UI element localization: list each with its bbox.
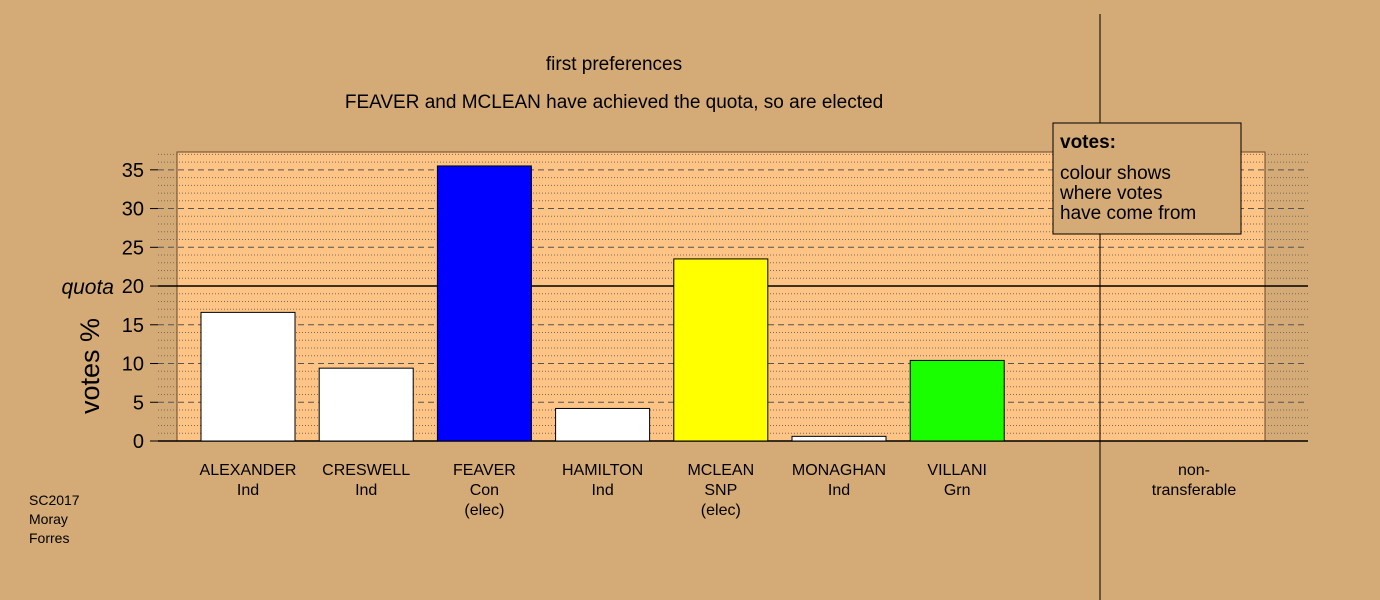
x-axis-labels: ALEXANDER Ind CRESWELL Ind FEAVER Con (elec) HA… <box>200 462 987 519</box>
legend: votes: colour shows where votes have com… <box>1052 122 1242 235</box>
bar-creswell <box>318 367 414 442</box>
y-tick-label: 15 <box>122 315 144 337</box>
footer-line: SC2017 <box>29 492 80 508</box>
chart-title: first preferences <box>546 54 682 75</box>
quota-label: quota <box>61 276 114 299</box>
x-tick-label: Ind <box>355 482 377 499</box>
x-tick-label: (elec) <box>464 502 504 519</box>
x-tick-label: FEAVER <box>453 462 516 479</box>
y-tick-label: 25 <box>122 237 144 259</box>
x-tick-label: Ind <box>828 482 850 499</box>
y-tick-label: 10 <box>122 354 144 376</box>
bar-mclean <box>673 258 769 442</box>
chart-subtitle: FEAVER and MCLEAN have achieved the quot… <box>345 92 883 113</box>
footer-line: Moray <box>29 511 68 527</box>
legend-title: votes: <box>1060 132 1116 153</box>
x-tick-label: (elec) <box>701 502 741 519</box>
x-tick-label: Ind <box>237 482 259 499</box>
y-tick-label: 35 <box>122 160 144 182</box>
nontransferable-label: non- <box>1178 462 1210 479</box>
y-axis: 0 5 10 15 20 25 30 35 <box>122 160 158 453</box>
bars <box>200 165 1005 442</box>
x-tick-label: VILLANI <box>927 462 987 479</box>
x-tick-label: Ind <box>591 482 613 499</box>
bar-hamilton <box>555 407 651 442</box>
x-tick-label: HAMILTON <box>562 462 643 479</box>
bar-villani <box>909 359 1005 442</box>
x-tick-label: SNP <box>704 482 737 499</box>
legend-line: have come from <box>1060 203 1196 224</box>
legend-line: where votes <box>1059 183 1162 204</box>
y-tick-label: 0 <box>133 431 144 453</box>
x-tick-label: CRESWELL <box>322 462 410 479</box>
x-tick-label: MCLEAN <box>687 462 754 479</box>
bar-alexander <box>200 311 296 442</box>
bar-feaver <box>436 165 532 442</box>
y-tick-label: 20 <box>122 276 144 298</box>
legend-line: colour shows <box>1060 163 1171 184</box>
x-tick-label: ALEXANDER <box>200 462 297 479</box>
x-tick-label: Con <box>470 482 499 499</box>
footer-line: Forres <box>29 530 69 546</box>
bar-monaghan <box>791 435 887 442</box>
x-tick-label: MONAGHAN <box>792 462 886 479</box>
y-axis-label: votes % <box>75 318 105 414</box>
y-tick-label: 5 <box>133 392 144 414</box>
legend-box <box>1052 122 1242 235</box>
nontransferable-label: transferable <box>1152 482 1237 499</box>
x-tick-label: Grn <box>944 482 971 499</box>
y-tick-label: 30 <box>122 199 144 221</box>
